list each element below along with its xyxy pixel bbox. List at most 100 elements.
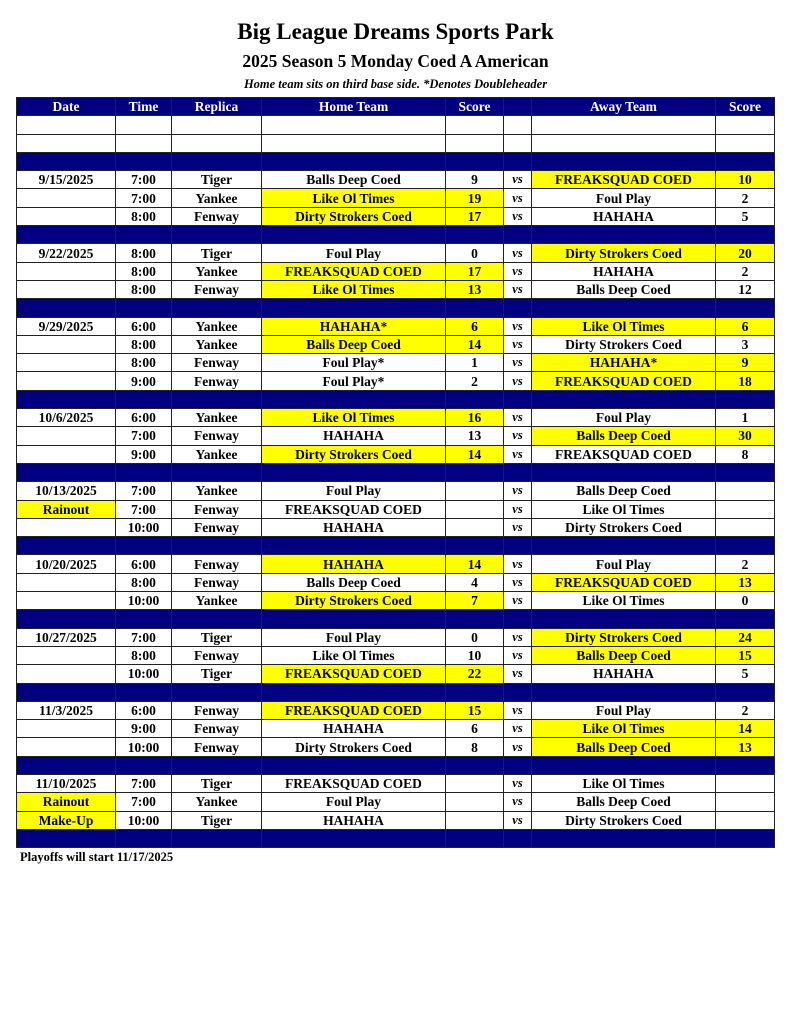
header-row: Date Time Replica Home Team Score Away T… [16,96,775,117]
vs-cell: vs [503,371,532,391]
vs-cell: vs [503,261,532,281]
home-score-cell: 13 [445,426,504,446]
home-team-cell: FREAKSQUAD COED [261,499,446,519]
time-cell: 8:00 [115,353,172,373]
home-score-cell: 14 [445,334,504,355]
col-away-team: Away Team [531,96,716,117]
away-score-cell: 24 [715,627,775,647]
game-row: 9:00 Fenway HAHAHA 6 vs Like Ol Times 14 [16,719,775,739]
home-team-cell: Balls Deep Coed [261,572,446,593]
col-replica: Replica [171,96,262,117]
game-row: 10/20/2025 6:00 Fenway HAHAHA 14 vs Foul Play 2 [16,554,775,574]
field-cell: Fenway [171,517,262,538]
separator-cell [261,755,446,775]
separator-cell [115,462,172,483]
date-cell: Rainout [16,792,116,812]
field-cell: Yankee [171,188,262,208]
separator-cell [503,755,532,775]
away-score-cell [715,499,775,519]
home-team-cell: Foul Play* [261,353,446,373]
home-score-cell: 14 [445,444,504,464]
home-team-cell: HAHAHA [261,810,446,830]
away-team-cell: Like Ol Times [531,591,716,611]
blank-cell [171,133,262,153]
away-score-cell [715,792,775,812]
date-cell: Make-Up [16,810,116,830]
vs-cell: vs [503,206,532,227]
home-team-cell: Foul Play [261,792,446,812]
away-score-cell: 3 [715,334,775,355]
separator-cell [16,536,116,556]
separator-cell [16,609,116,629]
vs-cell: vs [503,517,532,538]
field-cell: Yankee [171,792,262,812]
separator-cell [115,151,172,172]
game-row: 8:00 Yankee FREAKSQUAD COED 17 vs HAHAHA 2 [16,261,775,281]
date-cell: 9/29/2025 [16,316,116,336]
blank-cell [16,115,116,135]
game-row: 10:00 Yankee Dirty Strokers Coed 7 vs Like Ol… [16,591,775,611]
game-row: 8:00 Yankee Balls Deep Coed 14 vs Dirty Strok… [16,334,775,355]
separator-cell [715,828,775,849]
separator-cell [16,389,116,410]
away-team-cell: Dirty Strokers Coed [531,517,716,538]
game-row: 8:00 Fenway Like Ol Times 13 vs Balls Deep Co… [16,279,775,300]
away-score-cell: 5 [715,664,775,684]
home-score-cell [445,810,504,830]
away-team-cell: Dirty Strokers Coed [531,627,716,647]
separator-cell [503,609,532,629]
col-home-team: Home Team [261,96,446,117]
away-team-cell: HAHAHA [531,206,716,227]
time-cell: 10:00 [115,591,172,611]
separator-cell [531,755,716,775]
col-home-score: Score [445,96,504,117]
separator-cell [503,462,532,483]
time-cell: 10:00 [115,517,172,538]
blank-cell [261,115,446,135]
date-cell [16,371,116,391]
separator-cell [531,225,716,245]
away-score-cell: 30 [715,426,775,446]
field-cell: Fenway [171,645,262,666]
home-score-cell: 16 [445,408,504,428]
time-cell: 8:00 [115,279,172,300]
home-score-cell: 0 [445,243,504,263]
home-score-cell: 17 [445,261,504,281]
separator-cell [445,298,504,318]
separator-cell [261,682,446,702]
blank-cell [715,133,775,153]
week-separator [16,389,775,410]
vs-cell: vs [503,810,532,830]
separator-cell [531,298,716,318]
separator-cell [171,536,262,556]
time-cell: 6:00 [115,408,172,428]
home-score-cell: 19 [445,188,504,208]
home-score-cell: 14 [445,554,504,574]
time-cell: 6:00 [115,554,172,574]
away-team-cell: HAHAHA* [531,353,716,373]
home-team-cell: Balls Deep Coed [261,170,446,190]
home-score-cell: 4 [445,572,504,593]
time-cell: 10:00 [115,664,172,684]
away-score-cell: 13 [715,572,775,593]
vs-cell: vs [503,792,532,812]
week-separator [16,225,775,245]
vs-cell: vs [503,700,532,721]
separator-cell [531,462,716,483]
away-team-cell: Foul Play [531,554,716,574]
field-cell: Yankee [171,481,262,501]
time-cell: 8:00 [115,572,172,593]
field-cell: Yankee [171,316,262,336]
away-score-cell: 10 [715,170,775,190]
away-team-cell: Balls Deep Coed [531,792,716,812]
game-row: 9/15/2025 7:00 Tiger Balls Deep Coed 9 vs FREA… [16,170,775,190]
separator-cell [715,225,775,245]
home-team-cell: Dirty Strokers Coed [261,444,446,464]
home-team-cell: Foul Play [261,481,446,501]
separator-cell [531,389,716,410]
away-team-cell: FREAKSQUAD COED [531,444,716,464]
col-time: Time [115,96,172,117]
field-cell: Tiger [171,773,262,794]
away-score-cell: 14 [715,719,775,739]
away-score-cell: 6 [715,316,775,336]
